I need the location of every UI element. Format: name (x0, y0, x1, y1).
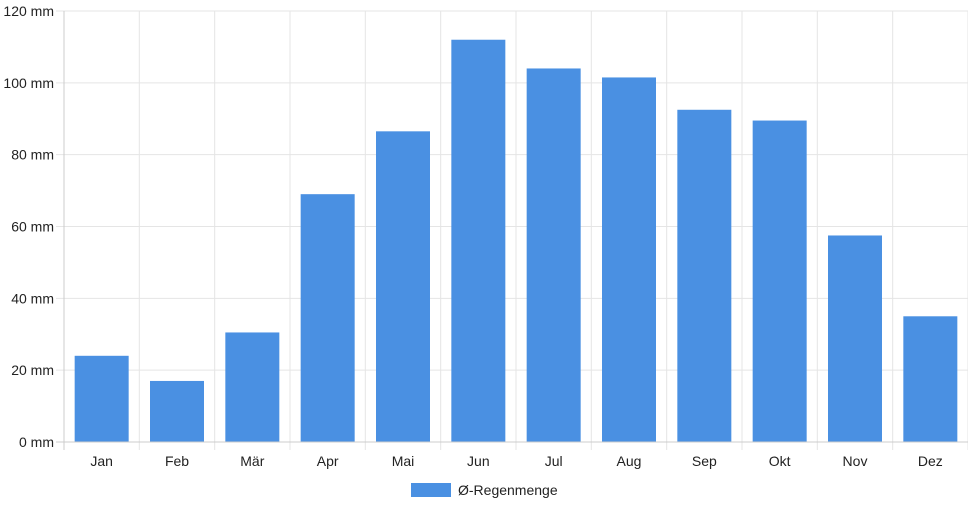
x-tick-label: Apr (317, 453, 339, 469)
bar-mär[interactable] (225, 332, 280, 442)
x-tick-label: Mär (240, 453, 264, 469)
grid-lines (56, 10, 968, 450)
bar-jun[interactable] (451, 39, 506, 442)
x-tick-label: Sep (692, 453, 717, 469)
legend[interactable]: Ø-Regenmenge (411, 482, 558, 498)
y-tick-label: 60 mm (11, 219, 54, 235)
axes (56, 11, 968, 450)
bars (74, 39, 958, 442)
x-tick-label: Okt (769, 453, 791, 469)
bar-aug[interactable] (602, 77, 656, 442)
x-tick-label: Dez (918, 453, 943, 469)
bar-okt[interactable] (752, 120, 807, 442)
y-axis-tick-labels: 0 mm 20 mm 40 mm 60 mm 80 mm 100 mm 120 mm (3, 3, 54, 450)
legend-swatch (411, 483, 451, 497)
y-tick-label: 0 mm (19, 434, 54, 450)
bar-feb[interactable] (150, 380, 204, 442)
y-tick-label: 100 mm (3, 75, 54, 91)
bar-dez[interactable] (903, 316, 958, 442)
x-tick-label: Jul (545, 453, 563, 469)
x-tick-label: Aug (617, 453, 642, 469)
bar-apr[interactable] (300, 194, 355, 442)
y-tick-label: 120 mm (3, 3, 54, 19)
x-axis-tick-labels: Jan Feb Mär Apr Mai Jun Jul Aug Sep Okt Nov Dez (90, 453, 942, 469)
bar-mai[interactable] (376, 131, 430, 442)
x-tick-label: Feb (165, 453, 189, 469)
legend-label: Ø-Regenmenge (458, 482, 558, 498)
x-tick-label: Jun (467, 453, 490, 469)
bar-jul[interactable] (526, 68, 581, 442)
y-tick-label: 40 mm (11, 290, 54, 306)
bar-jan[interactable] (74, 355, 129, 442)
x-tick-label: Mai (392, 453, 415, 469)
y-tick-label: 20 mm (11, 362, 54, 378)
bar-nov[interactable] (828, 235, 882, 442)
x-tick-label: Nov (843, 453, 868, 469)
bar-sep[interactable] (677, 109, 732, 442)
y-tick-label: 80 mm (11, 147, 54, 163)
x-tick-label: Jan (90, 453, 113, 469)
